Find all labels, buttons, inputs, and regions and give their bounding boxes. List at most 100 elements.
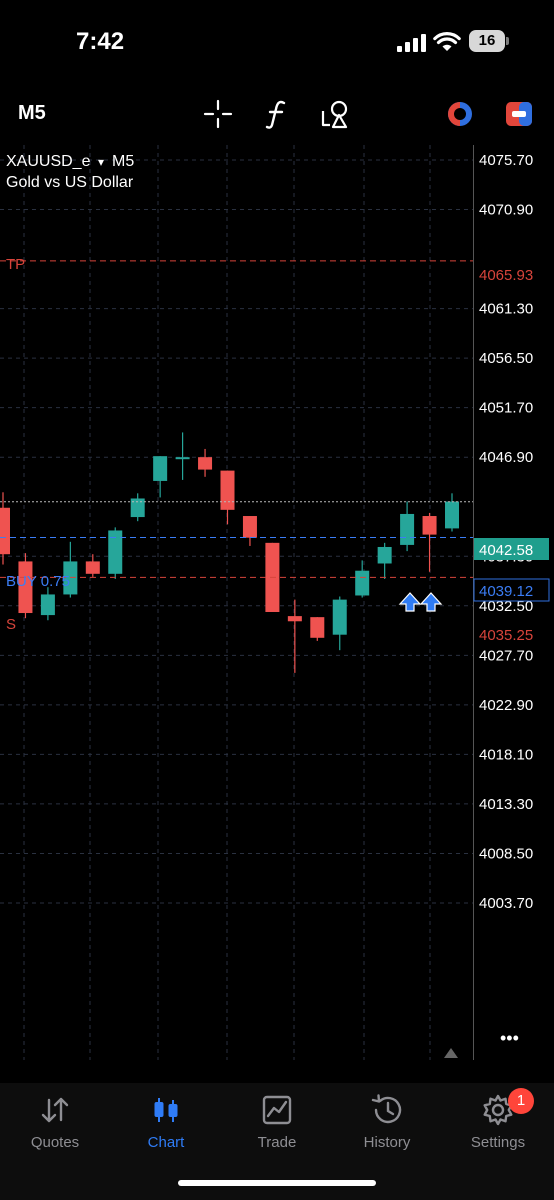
candle-body <box>40 594 55 616</box>
price-tick-label: 4003.70 <box>479 895 533 912</box>
candle-body <box>63 561 78 595</box>
bull-candle <box>63 541 78 598</box>
more-options-icon[interactable]: ••• <box>500 1028 519 1048</box>
candle-body <box>445 501 459 529</box>
candle-body <box>220 470 235 510</box>
candle-body <box>355 570 370 596</box>
candle-body <box>0 507 10 555</box>
price-axis-border <box>473 145 474 1060</box>
chart-canvas[interactable]: 4075.70 4070.90 4061.30 4056.50 4051.70 4046.… <box>0 145 554 1085</box>
bull-candle <box>445 493 459 532</box>
battery-indicator: 16 <box>469 30 505 52</box>
settings-badge: 1 <box>508 1088 534 1114</box>
chart-timeframe-label: M5 <box>112 153 134 170</box>
tp-price-tag: 4065.93 <box>479 267 533 284</box>
candle-body <box>377 546 392 564</box>
bid-price-tag: 4042.58 <box>479 542 533 559</box>
bull-candle <box>400 501 415 552</box>
symbol-dropdown-icon[interactable]: ▾ <box>98 155 104 169</box>
bull-candle <box>130 493 145 522</box>
tab-chart-label: Chart <box>147 1134 185 1151</box>
trade-toggle-icon[interactable] <box>503 97 535 131</box>
chart-icon <box>154 1098 178 1122</box>
candle-body <box>310 617 325 638</box>
tab-quotes[interactable]: Quotes <box>0 1090 110 1160</box>
cellular-signal-icon <box>397 34 426 52</box>
bear-candle <box>220 470 235 525</box>
bull-candle <box>153 456 168 498</box>
bull-candle <box>377 542 392 579</box>
bear-candle <box>242 516 257 546</box>
price-tick-label: 4022.90 <box>479 697 533 714</box>
bear-candle <box>0 492 10 565</box>
candle-body <box>18 561 33 614</box>
status-time: 7:42 <box>76 28 125 55</box>
price-tick-label: 4051.70 <box>479 400 533 417</box>
bull-candle <box>175 432 190 480</box>
price-tick-label: 4056.50 <box>479 350 533 367</box>
candle-body <box>198 457 213 470</box>
candle-body <box>85 561 100 574</box>
crosshair-icon[interactable] <box>203 97 233 131</box>
bear-candle <box>310 617 325 641</box>
sl-line-label: S <box>6 616 16 633</box>
tab-quotes-label: Quotes <box>30 1134 80 1151</box>
candle-body <box>153 456 168 481</box>
candle-body <box>332 599 347 635</box>
tab-settings[interactable]: Settings <box>443 1090 553 1160</box>
bear-candle <box>85 554 100 577</box>
price-tick-label: 4013.30 <box>479 796 533 813</box>
wifi-icon <box>433 32 461 51</box>
price-chart[interactable]: 4075.70 4070.90 4061.30 4056.50 4051.70 4046.… <box>0 145 554 1085</box>
tab-history[interactable]: History <box>332 1090 442 1160</box>
buy-entry-arrow-icon <box>419 592 443 612</box>
timeframe-button[interactable]: M5 <box>18 102 46 124</box>
bear-candle <box>198 448 213 477</box>
candle-body <box>287 616 302 622</box>
bid-price-tag-bg <box>474 538 549 560</box>
bull-candle <box>108 527 123 579</box>
bull-candle <box>355 560 370 598</box>
symbol-description: Gold vs US Dollar <box>6 174 134 191</box>
tab-trade-label: Trade <box>257 1134 297 1151</box>
settings-icon <box>483 1094 513 1126</box>
buy-price-tag: 4039.12 <box>479 583 533 600</box>
bull-candle <box>40 587 55 621</box>
candle-body <box>242 516 257 538</box>
candle-body <box>130 498 145 518</box>
candle-body <box>108 530 123 574</box>
candle-body <box>422 516 437 535</box>
symbol-name[interactable]: XAUUSD_e <box>6 153 91 170</box>
price-tick-label: 4032.50 <box>479 598 533 615</box>
tab-chart[interactable]: Chart <box>111 1090 221 1160</box>
history-icon <box>371 1094 402 1124</box>
buy-entry-arrow-icon <box>398 592 422 612</box>
battery-cap <box>506 37 509 45</box>
indicators-icon[interactable] <box>264 97 290 131</box>
buy-line-label: BUY 0.75 <box>6 573 70 590</box>
price-tick-label: 4018.10 <box>479 746 533 763</box>
tab-trade[interactable]: Trade <box>222 1090 332 1160</box>
objects-icon[interactable] <box>320 97 352 131</box>
bear-candle <box>422 512 437 572</box>
price-tick-label: 4046.90 <box>479 449 533 466</box>
tp-line-label: TP <box>6 256 25 273</box>
candle-body <box>175 457 190 460</box>
account-switch-icon[interactable] <box>444 97 476 131</box>
buy-price-tag-bg <box>473 578 550 602</box>
sl-price-tag: 4035.25 <box>479 627 533 644</box>
bull-candle <box>332 596 347 651</box>
bear-candle <box>287 599 302 673</box>
bear-candle <box>18 553 33 619</box>
price-tick-label: 4008.50 <box>479 845 533 862</box>
status-bar: 7:42 16 <box>0 0 554 80</box>
price-tick-label: 4075.70 <box>479 152 533 169</box>
price-tick-label: 4061.30 <box>479 301 533 318</box>
scroll-end-icon[interactable] <box>444 1048 458 1058</box>
price-tick-label: 4027.70 <box>479 647 533 664</box>
tab-settings-label: Settings <box>470 1134 526 1151</box>
home-indicator <box>178 1180 376 1186</box>
price-tick-label: 4070.90 <box>479 202 533 219</box>
candle-body <box>400 513 415 545</box>
tab-history-label: History <box>363 1134 411 1151</box>
